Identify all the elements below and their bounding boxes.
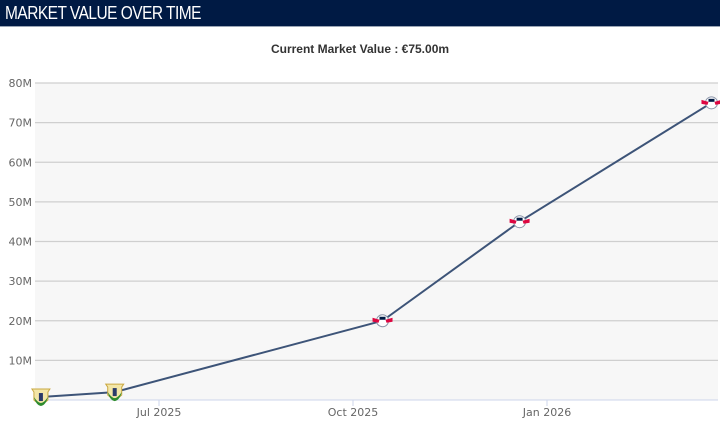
y-tick-label: 50M	[9, 196, 33, 209]
x-tick-label: Jan 2026	[522, 406, 571, 419]
x-tick-label: Oct 2025	[328, 406, 379, 419]
y-tick-label: 60M	[9, 156, 33, 169]
section-header: MARKET VALUE OVER TIME	[0, 0, 720, 27]
y-tick-label: 30M	[9, 275, 33, 288]
leganes-crest-marker-icon[interactable]	[30, 388, 51, 407]
y-tick-label: 40M	[9, 236, 33, 249]
leganes-crest-marker-icon[interactable]	[104, 383, 125, 402]
x-tick-label: Jul 2025	[136, 406, 182, 419]
y-tick-label: 70M	[9, 117, 33, 130]
rb-leipzig-crest-marker-icon[interactable]	[701, 96, 720, 110]
y-tick-label: 10M	[9, 354, 33, 367]
section-title: MARKET VALUE OVER TIME	[5, 3, 201, 23]
y-tick-label: 80M	[9, 77, 33, 90]
y-tick-label: 20M	[9, 315, 33, 328]
rb-leipzig-crest-marker-icon[interactable]	[509, 215, 530, 229]
rb-leipzig-crest-marker-icon[interactable]	[372, 314, 393, 328]
current-market-value: Current Market Value : €75.00m	[270, 42, 450, 56]
